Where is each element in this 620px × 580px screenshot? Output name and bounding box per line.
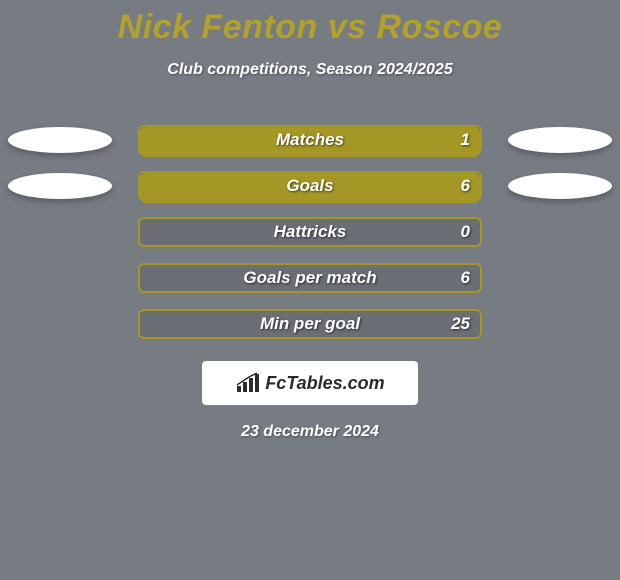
comparison-card: Nick Fenton vs Roscoe Club competitions,… [0, 0, 620, 580]
ellipse-right [508, 127, 612, 153]
ellipse-right [508, 173, 612, 199]
bar-value-right: 25 [451, 314, 470, 334]
bar-value-right: 6 [461, 268, 470, 288]
brand-box[interactable]: FcTables.com [202, 361, 418, 405]
page-title: Nick Fenton vs Roscoe [0, 0, 620, 47]
bar-track: Min per goal 25 [138, 309, 482, 339]
date-text: 23 december 2024 [0, 423, 620, 441]
brand-text: FcTables.com [265, 373, 384, 394]
bar-fill-right [310, 173, 480, 203]
bar-value-right: 0 [461, 222, 470, 242]
brand-inner: FcTables.com [235, 372, 384, 394]
bar-label: Goals [286, 176, 333, 196]
stat-row: Hattricks 0 [0, 217, 620, 247]
bar-track: Hattricks 0 [138, 217, 482, 247]
title-player1: Nick Fenton [118, 8, 318, 46]
bar-track: Goals 6 [138, 171, 482, 201]
bar-fill-left [140, 173, 310, 203]
bar-track: Matches 1 [138, 125, 482, 155]
stat-row: Min per goal 25 [0, 309, 620, 339]
title-player2: Roscoe [376, 8, 502, 46]
bar-label: Goals per match [243, 268, 376, 288]
bar-value-right: 6 [461, 176, 470, 196]
bar-label: Min per goal [260, 314, 360, 334]
bar-track: Goals per match 6 [138, 263, 482, 293]
ellipse-left [8, 173, 112, 199]
bar-label: Hattricks [274, 222, 347, 242]
subtitle: Club competitions, Season 2024/2025 [0, 61, 620, 79]
stat-row: Goals per match 6 [0, 263, 620, 293]
title-vs: vs [328, 8, 367, 46]
bar-value-right: 1 [461, 130, 470, 150]
bar-label: Matches [276, 130, 344, 150]
stat-row: Goals 6 [0, 171, 620, 201]
brand-chart-icon [235, 372, 261, 394]
ellipse-left [8, 127, 112, 153]
stat-row: Matches 1 [0, 125, 620, 155]
stats-container: Matches 1 Goals 6 Hattricks 0 Goals per match 6… [0, 125, 620, 339]
